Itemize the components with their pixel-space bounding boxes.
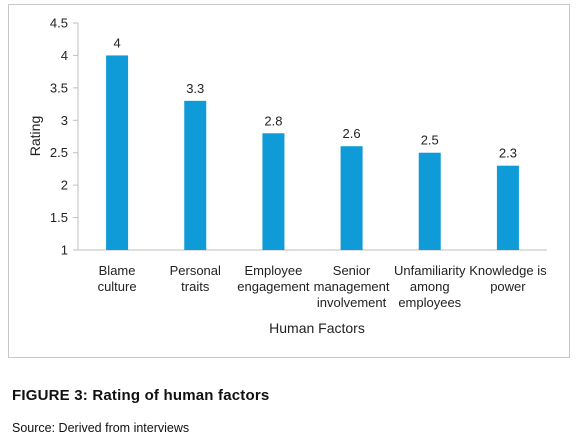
y-axis-ticks: 1 1.5 2 2.5 3 3.5 4 4.5 [50,16,78,258]
bar-value-label: 2.5 [421,133,439,148]
value-labels: 4 3.3 2.8 2.6 2.5 2.3 [113,35,516,160]
x-tick-label-line: management [314,279,390,294]
y-tick-label: 1.5 [50,210,68,225]
y-tick-label: 3.5 [50,80,68,95]
chart-frame [8,4,570,358]
x-tick-label-line: traits [181,279,210,294]
x-tick-label-line: engagement [237,279,310,294]
x-tick-label: Senior management involvement [314,263,390,310]
y-tick-label: 1 [61,243,68,258]
x-tick-label-line: culture [98,279,137,294]
y-axis-title: Rating [27,116,43,156]
y-tick-label: 4.5 [50,16,68,31]
x-tick-label-line: Personal [170,263,221,278]
bar [340,146,363,250]
bar-value-label: 4 [113,35,120,50]
x-tick-label: Employee engagement [237,263,310,294]
x-tick-label-line: Unfamiliarity [394,263,466,278]
x-tick-label-line: Senior [333,263,371,278]
bar [262,133,285,250]
bar [106,55,129,250]
x-tick-label-line: Blame [99,263,136,278]
y-tick-label: 2.5 [50,145,68,160]
x-tick-label-line: power [490,279,526,294]
bar-value-label: 2.8 [264,113,282,128]
y-tick-label: 2 [61,178,68,193]
bar [496,165,519,250]
bars [106,55,519,250]
bar-chart: 1 1.5 2 2.5 3 3.5 4 4.5 4 3.3 2.8 2.6 2.5 2.3 Blame c… [27,16,548,337]
x-tick-label-line: Knowledge is [469,263,547,278]
x-tick-label-line: among [410,279,450,294]
y-tick-label: 3 [61,113,68,128]
bar [184,100,207,250]
y-tick-label: 4 [61,48,68,63]
x-tick-label-line: involvement [317,295,387,310]
category-labels: Blame culture Personal traits Employee engage… [98,263,548,310]
x-tick-label: Blame culture [98,263,137,294]
figure-caption: FIGURE 3: Rating of human factors [12,387,270,404]
bar-value-label: 3.3 [186,81,204,96]
bar-value-label: 2.3 [499,146,517,161]
x-tick-label-line: employees [398,295,461,310]
x-tick-label: Personal traits [170,263,221,294]
x-tick-label: Unfamiliarity among employees [394,263,466,310]
x-tick-label: Knowledge is power [469,263,547,294]
x-tick-label-line: Employee [245,263,303,278]
x-axis-title: Human Factors [269,320,365,336]
bar-value-label: 2.6 [343,126,361,141]
bar [418,152,441,250]
source-note: Source: Derived from interviews [12,421,190,435]
